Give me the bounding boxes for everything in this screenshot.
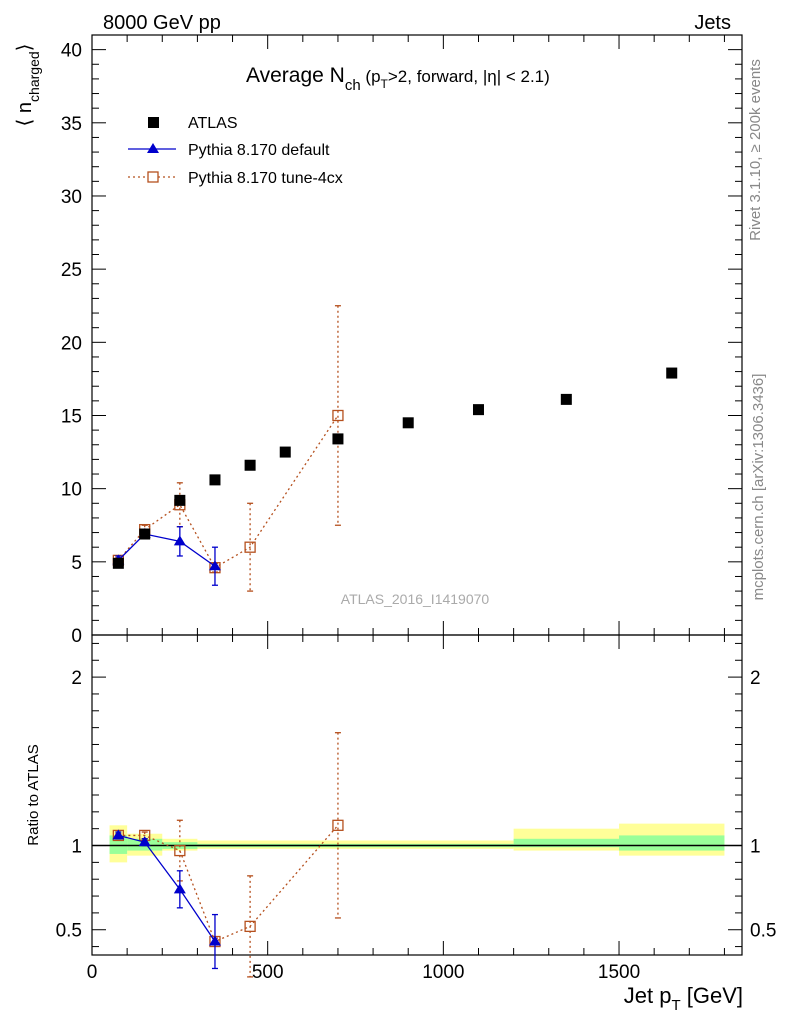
ratio-panel: 0 500 1000 1500 0.5 0.5 1 1 2 2: [56, 634, 776, 983]
legend-marker-atlas: [148, 117, 159, 128]
ratio-default-line: [118, 834, 216, 942]
x-tick-label: 500: [252, 962, 284, 983]
y-tick-label-right: 1: [750, 837, 761, 858]
y-tick-label-right: 0.5: [750, 921, 776, 942]
legend-marker-default: [147, 143, 159, 153]
y-tick-label: 10: [61, 480, 82, 501]
y-tick-label-right: 2: [750, 668, 761, 689]
tune-point: [244, 541, 256, 553]
y-axis-label-main: ⟨ ncharged⟩: [14, 44, 42, 127]
legend-label-default: Pythia 8.170 default: [188, 142, 330, 159]
default-point: [208, 560, 221, 571]
legend-label-tune: Pythia 8.170 tune-4cx: [188, 170, 343, 187]
atlas-point: [402, 417, 414, 429]
y-tick-label: 40: [61, 41, 82, 62]
atlas-point: [112, 557, 124, 569]
y-tick-label: 30: [61, 187, 82, 208]
default-point: [173, 535, 186, 546]
tune-line: [117, 415, 339, 569]
y-tick-label: 15: [61, 406, 82, 427]
atlas-point: [279, 446, 291, 458]
tune-point: [332, 409, 344, 422]
y-tick-label: 0: [71, 626, 82, 647]
ratio-tune-point: [244, 920, 256, 933]
legend-label-atlas: ATLAS: [188, 115, 238, 132]
y-axis-label-ratio: Ratio to ATLAS: [25, 744, 42, 845]
ratio-default-point: [208, 935, 221, 946]
y-tick-label: 1: [71, 837, 82, 858]
rivet-label: Rivet 3.1.10, ≥ 200k events: [747, 59, 764, 241]
ratio-default-point: [173, 883, 186, 894]
ratio-frame: [91, 634, 743, 956]
atlas-point: [472, 404, 484, 416]
atlas-point: [332, 433, 344, 445]
ratio-tune-point: [174, 844, 186, 857]
ratio-tune-point: [332, 819, 344, 831]
y-tick-label: 20: [61, 333, 82, 354]
atlas-point: [666, 367, 678, 379]
atlas-point: [560, 393, 572, 405]
y-tick-label: 2: [71, 668, 82, 689]
atlas-point: [139, 528, 151, 540]
atlas-point: [244, 459, 256, 471]
mcplots-label: mcplots.cern.ch [arXiv:1306.3436]: [750, 374, 767, 601]
legend: ATLAS Pythia 8.170 default Pythia 8.170 …: [128, 115, 343, 187]
process-label: Jets: [694, 12, 731, 34]
energy-label: 8000 GeV pp: [103, 12, 221, 34]
x-tick-label: 0: [87, 962, 98, 983]
plot-title: Average Nch (pT>2, forward, |η| < 2.1): [246, 64, 550, 94]
y-tick-label: 0.5: [56, 921, 82, 942]
atlas-point: [174, 494, 186, 506]
atlas-point: [209, 474, 221, 486]
y-tick-label: 25: [61, 260, 82, 281]
y-tick-label: 5: [71, 553, 82, 574]
analysis-watermark: ATLAS_2016_I1419070: [341, 591, 490, 607]
default-line: [117, 533, 216, 567]
y-tick-label: 35: [61, 114, 82, 135]
x-axis-label: Jet pT [GeV]: [624, 983, 743, 1014]
ratio-default-point: [112, 829, 125, 840]
main-panel: 0 5 10 15 20 25 30 35 40: [61, 34, 743, 647]
ratio-band-inner: [619, 835, 725, 851]
x-tick-label: 1500: [598, 962, 640, 983]
x-tick-label: 1000: [422, 962, 464, 983]
ratio-default-point: [138, 836, 151, 847]
ratio-band-inner: [513, 838, 620, 848]
legend-marker-tune: [147, 171, 159, 183]
